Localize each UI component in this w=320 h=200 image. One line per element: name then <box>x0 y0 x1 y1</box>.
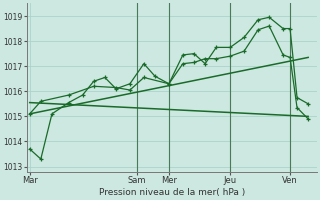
X-axis label: Pression niveau de la mer( hPa ): Pression niveau de la mer( hPa ) <box>99 188 245 197</box>
